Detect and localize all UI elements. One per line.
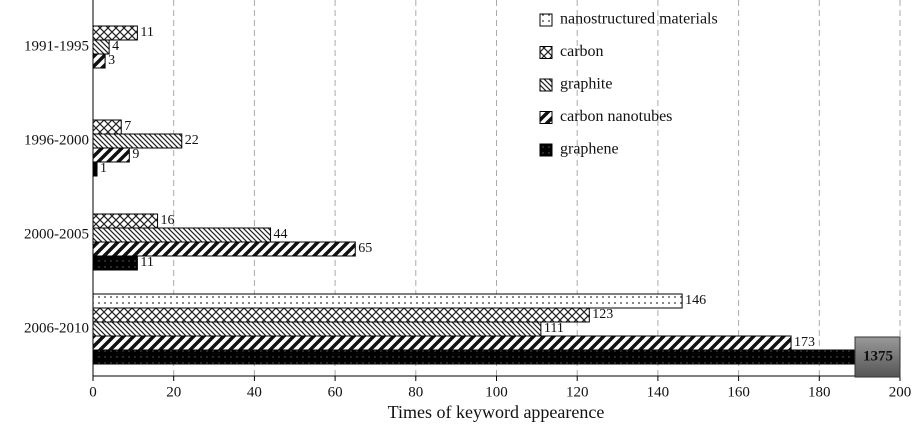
legend-label: nanostructured materials [560,11,718,28]
x-tick-label: 160 [727,384,750,400]
value-label: 11 [140,255,153,270]
x-tick-label: 140 [647,384,670,400]
x-tick-label: 100 [485,384,508,400]
value-label: 22 [185,133,199,148]
y-tick-label: 1991-1995 [24,38,89,54]
x-tick-label: 120 [566,384,589,400]
value-label: 146 [685,293,706,308]
value-label: 3 [108,53,115,68]
value-label: 44 [274,227,288,242]
value-label-box [854,336,901,378]
value-label: 65 [358,241,372,256]
value-label: 1 [100,161,107,176]
y-tick-label: 2006-2010 [24,320,89,336]
bar [93,119,122,135]
bar [93,227,272,243]
value-label: 123 [592,307,613,322]
legend-swatch [539,46,553,59]
bar [93,335,792,351]
bar [93,293,683,309]
value-label: 9 [132,147,139,162]
x-tick-label: 200 [889,384,912,400]
bar [93,25,138,41]
bar [93,241,356,257]
y-tick-label: 1996-2000 [24,132,89,148]
value-label: 16 [161,213,175,228]
bar [93,161,98,177]
value-label: 4 [112,39,119,54]
bar [93,53,106,69]
x-tick-label: 60 [328,384,343,400]
legend-label: graphite [560,76,612,93]
legend-swatch [539,143,553,157]
bar [93,39,110,55]
legend-swatch [539,78,553,92]
legend-label: carbon [560,43,604,60]
value-label: 173 [794,335,815,350]
legend-swatch [539,13,553,27]
value-label: 7 [124,119,131,134]
value-label: 11 [140,25,153,40]
legend-label: graphene [560,141,619,158]
x-tick-label: 180 [808,384,831,400]
value-label: 1375 [863,348,893,364]
x-tick-label: 40 [247,384,262,400]
bar [93,321,542,337]
bar [93,213,159,229]
value-label: 111 [544,321,564,336]
y-tick-label: 2000-2005 [24,226,89,242]
legend-label: carbon nanotubes [560,108,672,125]
x-axis-title: Times of keyword appearence [388,402,605,422]
bar [93,307,590,323]
bar [93,349,900,365]
x-tick-label: 20 [166,384,181,400]
x-tick-label: 80 [408,384,423,400]
bar [93,133,183,149]
legend-swatch [539,111,553,124]
bar [93,147,130,163]
bar [93,255,138,271]
x-tick-label: 0 [89,384,97,400]
